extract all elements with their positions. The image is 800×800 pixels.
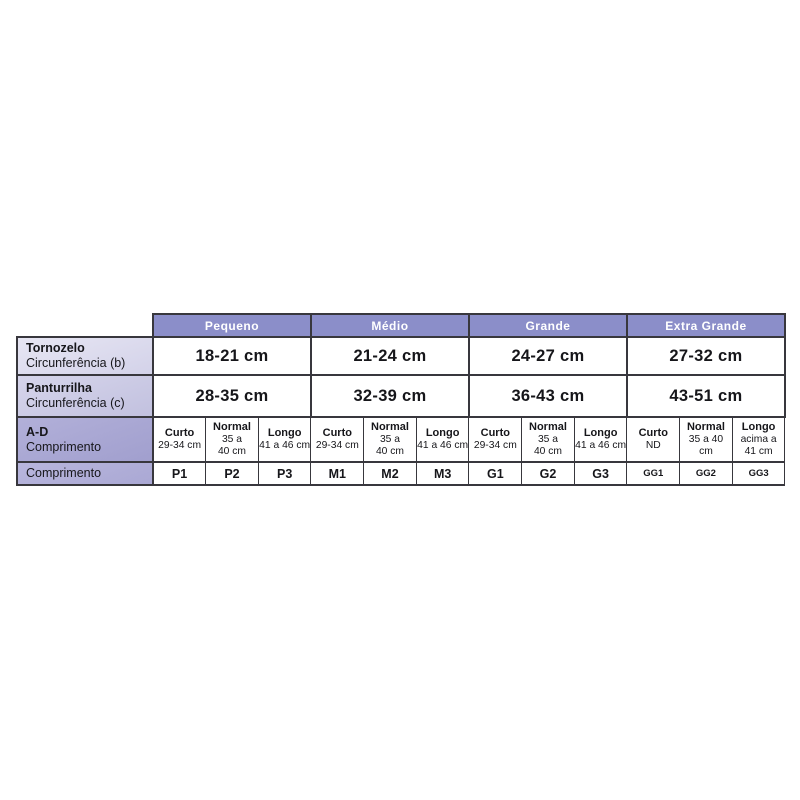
row-title: Comprimento	[26, 466, 102, 480]
size-code-m1: M1	[310, 461, 365, 486]
size-code-p1: P1	[152, 461, 207, 486]
panturrilha-value-medio: 32-39 cm	[309, 374, 470, 418]
ad-cell-pequeno-longo: Longo 41 a 46 cm	[257, 416, 312, 463]
ad-cell-grande-longo: Longo 41 a 46 cm	[573, 416, 628, 463]
row-label-ad: A-D Comprimento	[16, 416, 154, 463]
panturrilha-value-grande: 36-43 cm	[467, 374, 628, 418]
row-subtitle: Comprimento	[26, 439, 102, 454]
row-label-comprimento: Comprimento	[16, 461, 154, 486]
row-subtitle: Circunferência (c)	[26, 396, 125, 410]
size-code-m3: M3	[415, 461, 470, 486]
tornozelo-value-medio: 21-24 cm	[309, 336, 470, 376]
row-label-tornozelo: Tornozelo Circunferência (b)	[16, 336, 154, 376]
sizing-table: Pequeno Médio Grande Extra Grande Tornoz…	[16, 313, 786, 486]
size-code-g2: G2	[521, 461, 575, 486]
ad-cell-extra-grande-longo: Longo acima a 41 cm	[731, 416, 786, 463]
size-code-gg3: GG3	[731, 461, 786, 486]
ad-cell-medio-normal: Normal 35 a 40 cm	[363, 416, 417, 463]
header-size-grande: Grande	[467, 313, 628, 338]
size-code-p3: P3	[257, 461, 312, 486]
panturrilha-value-extra-grande: 43-51 cm	[625, 374, 786, 418]
row-title: Tornozelo	[26, 341, 85, 355]
size-code-p2: P2	[205, 461, 259, 486]
size-code-gg2: GG2	[679, 461, 733, 486]
tornozelo-value-extra-grande: 27-32 cm	[625, 336, 786, 376]
tornozelo-value-pequeno: 18-21 cm	[152, 336, 312, 376]
ad-cell-pequeno-curto: Curto 29-34 cm	[152, 416, 207, 463]
ad-cell-pequeno-normal: Normal 35 a 40 cm	[205, 416, 259, 463]
ad-cell-grande-normal: Normal 35 a 40 cm	[521, 416, 575, 463]
row-title: Panturrilha	[26, 381, 92, 395]
corner-spacer	[17, 314, 153, 337]
row-subtitle: Circunferência (b)	[26, 356, 126, 370]
header-size-medio: Médio	[309, 313, 470, 338]
header-size-extra-grande: Extra Grande	[625, 313, 786, 338]
size-code-m2: M2	[363, 461, 417, 486]
tornozelo-value-grande: 24-27 cm	[467, 336, 628, 376]
ad-cell-extra-grande-normal: Normal 35 a 40 cm	[679, 416, 733, 463]
size-header-row: Pequeno Médio Grande Extra Grande	[17, 313, 786, 338]
panturrilha-row: Panturrilha Circunferência (c) 28-35 cm …	[16, 374, 786, 418]
row-label-panturrilha: Panturrilha Circunferência (c)	[16, 374, 154, 418]
size-code-g1: G1	[468, 461, 523, 486]
size-code-g3: G3	[573, 461, 628, 486]
row-title: A-D	[26, 424, 49, 439]
ad-cell-medio-longo: Longo 41 a 46 cm	[415, 416, 470, 463]
tornozelo-row: Tornozelo Circunferência (b) 18-21 cm 21…	[16, 336, 786, 376]
ad-cell-extra-grande-curto: Curto ND	[626, 416, 681, 463]
header-size-pequeno: Pequeno	[152, 313, 312, 338]
ad-cell-medio-curto: Curto 29-34 cm	[310, 416, 365, 463]
panturrilha-value-pequeno: 28-35 cm	[152, 374, 312, 418]
size-code-gg1: GG1	[626, 461, 681, 486]
ad-cell-grande-curto: Curto 29-34 cm	[468, 416, 523, 463]
ad-comprimento-row: A-D Comprimento Curto 29-34 cm Normal 35…	[16, 416, 786, 463]
comprimento-codes-row: Comprimento P1 P2 P3 M1 M2 M3 G1 G2 G3 G…	[16, 461, 786, 486]
